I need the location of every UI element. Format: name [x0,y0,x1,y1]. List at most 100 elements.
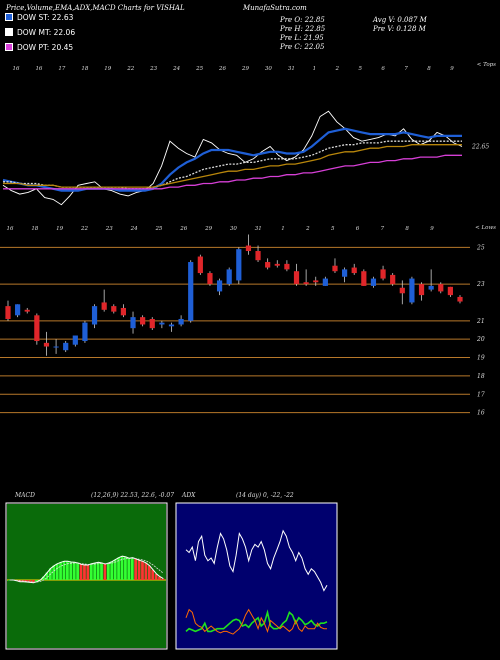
x-tick-label: 1 [281,226,285,232]
candle-body [159,322,165,325]
legend-swatch [5,13,13,21]
macd-histogram-bar [31,580,35,583]
macd-histogram-bar [8,580,11,581]
candle-body [255,251,261,261]
x-tick-label: 31 [288,66,295,72]
candle-body [284,263,290,270]
candle-body [245,245,252,252]
macd-histogram-bar [124,556,127,580]
macd-histogram-bar [79,564,83,580]
legend-item-mt: DOW MT: 22.06 [5,27,75,37]
x-tick-label: 18 [81,66,88,72]
x-tick-label: 30 [230,226,237,232]
candle-body [149,318,155,329]
macd-histogram-bar [86,565,90,580]
candle-body [130,317,136,329]
x-tick-label: 30 [265,66,272,72]
candle-body [380,269,386,279]
x-tick-label: 24 [130,226,138,232]
macd-title: MACD [14,492,35,499]
candle-body [322,278,328,286]
legend-item-pt: DOW PT: 20.45 [5,42,73,52]
macd-histogram-bar [120,556,124,580]
prev-open: Pre O: 22.85 [280,16,325,24]
series-line [3,144,462,188]
x-tick-label: 7 [404,66,408,72]
candle-body [43,342,50,347]
last-price-label: 22.65 [471,143,489,150]
x-tick-label: 23 [105,226,113,232]
macd-histogram-bar [161,578,165,580]
legend-label: DOW PT: 20.45 [17,42,74,52]
x-tick-label: 5 [358,66,362,72]
macd-histogram-bar [52,565,56,580]
candle-body [390,274,396,285]
y-tick-label: 16 [477,410,485,417]
candle-body [361,271,367,286]
candle-body [428,285,434,290]
x-tick-label: 22 [126,66,134,72]
macd-histogram-bar [28,580,32,583]
candle-body [265,262,271,268]
x-tick-label: 23 [149,66,157,72]
candle-body [303,282,309,285]
macd-histogram-bar [45,572,49,580]
x-tick-label: 25 [195,66,203,72]
x-tick-label: 16 [7,226,14,232]
macd-histogram-bar [89,563,93,580]
candle-body [409,278,415,303]
x-tick-label: 2 [335,66,340,72]
macd-histogram-bar [127,558,131,580]
macd-histogram-bar [83,565,86,580]
x-tick-label: 26 [218,66,226,72]
x-tick-label: 9 [450,66,454,72]
prev-close: Pre C: 22.05 [280,43,325,51]
x-tick-label: 19 [104,66,111,72]
candle-body [5,306,11,319]
candle-body [63,342,69,351]
candle-body [178,318,184,325]
adx-series-line [185,529,328,592]
series-line [2,127,462,192]
macd-histogram-bar [59,562,62,580]
x-tick-label: 7 [381,226,385,232]
signal-line [9,557,164,583]
tops-tag: < Tops [477,62,496,68]
macd-histogram-bar [137,560,141,580]
adx-series-line [185,609,328,633]
candle-body [168,324,175,327]
macd-histogram-bar [100,563,103,580]
candle-body [197,256,203,274]
candle-body [101,302,107,310]
macd-histogram-bar [113,559,117,580]
candle-body [140,317,146,325]
adx-title: ADX [181,492,196,499]
macd-histogram-bar [72,562,76,580]
prev-low: Pre L: 21.95 [280,34,324,42]
macd-histogram-bar [158,576,161,580]
candle-body [438,284,444,292]
site-name: MunafaSutra.com [243,4,307,12]
avg-volume: Avg V: 0.087 M [373,16,427,24]
y-tick-label: 25 [476,244,485,251]
candle-body [34,315,40,342]
macd-histogram-bar [130,557,134,580]
macd-histogram-bar [106,563,110,580]
macd-histogram-bar [55,563,59,580]
legend-swatch [5,43,13,51]
candle-body [341,269,348,277]
ema-panel: 16 16 17 18 19 22 23 24 25 26 29 30 31 1 2 5 6 7 8 9< Tops2… [2,62,496,206]
macd-histogram-bar [147,565,151,580]
legend-swatch [5,28,13,36]
candle-body [332,265,338,272]
legend-label: DOW ST: 22.63 [17,12,74,22]
x-tick-label: 1 [313,66,317,72]
candle-body [274,263,280,266]
candle-body [82,322,88,342]
candle-body [236,249,242,281]
x-tick-label: 9 [430,226,434,232]
x-tick-label: 29 [204,226,212,232]
macd-params: (12,26,9) 22.53, 22.6, -0.07 [91,492,174,499]
